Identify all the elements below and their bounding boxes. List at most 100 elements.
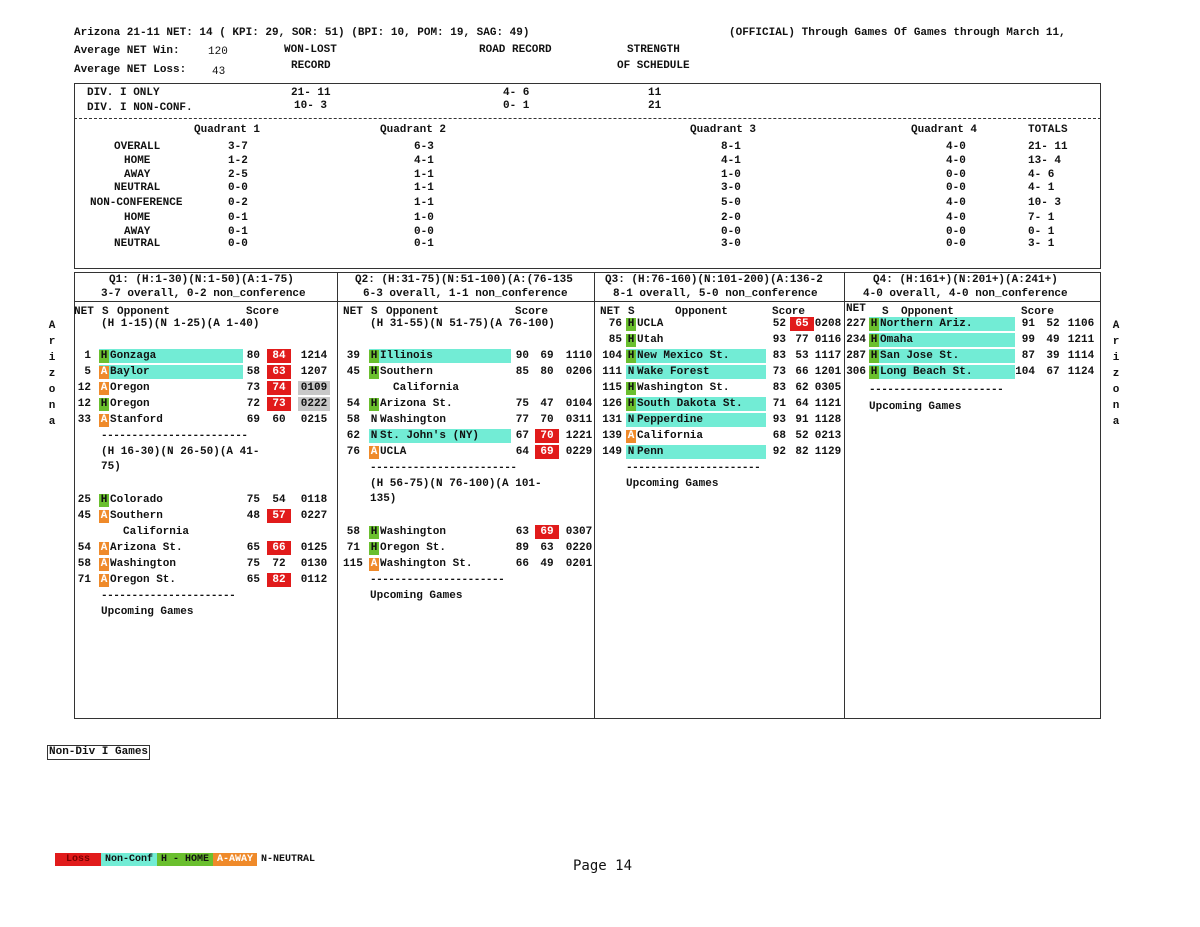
- site-badge: H: [869, 334, 879, 347]
- legend-nonconf: Non-Conf: [101, 853, 158, 866]
- opponent-net-rank: 12: [77, 382, 91, 394]
- game-row: 45 A Southern 48 57 0227: [74, 509, 336, 523]
- non-div-games-label: Non-Div I Games: [47, 745, 151, 760]
- quad-record-row: NEUTRAL 0-0 0-1 3-0 0-0 3- 1: [0, 237, 1200, 251]
- opponent-net-rank: 131: [602, 414, 622, 426]
- site-cell: H: [369, 365, 379, 379]
- side-letter: A: [48, 320, 56, 332]
- game-date: 1106: [1067, 318, 1095, 330]
- q2-title: Q2: (H:31-75)(N:51-100)(A:(76-135: [355, 274, 573, 286]
- site-cell: A: [99, 541, 109, 555]
- quad-cell-q1: 0-0: [228, 182, 248, 194]
- site-cell: H: [369, 541, 379, 555]
- game-row: 85 H Utah 93 77 0116: [600, 333, 844, 347]
- q4-summary: 4-0 overall, 4-0 non_conference: [863, 288, 1068, 300]
- q2-column-header: NET S Opponent Score: [343, 305, 593, 319]
- nonconf-highlight: [869, 365, 1015, 379]
- game-date: 1114: [1067, 350, 1095, 362]
- site-cell: N: [626, 445, 636, 459]
- opponent-name: Washington: [110, 558, 177, 570]
- q1-summary: 3-7 overall, 0-2 non_conference: [101, 288, 306, 300]
- opponent-score-loss: 82: [267, 573, 291, 587]
- opponent-net-rank: 39: [346, 350, 360, 362]
- opponent-net-rank: 234: [846, 334, 866, 346]
- quad-cell-q1: 2-5: [228, 169, 248, 181]
- avg-net-loss-value: 43: [212, 66, 226, 78]
- site-badge: H: [626, 382, 636, 395]
- team-score: 75: [246, 494, 260, 506]
- page-number: Page 14: [573, 858, 633, 874]
- site-badge: H: [869, 350, 879, 363]
- quad-cell-q1: 0-2: [228, 197, 248, 209]
- opponent-net-rank: 58: [77, 558, 91, 570]
- quad-cell-q3: 3-0: [721, 238, 741, 250]
- q3-summary: 8-1 overall, 5-0 non_conference: [613, 288, 818, 300]
- quad-cell-label: HOME: [124, 212, 151, 224]
- site-cell: H: [99, 493, 109, 507]
- opponent-score-loss: 69: [535, 525, 559, 539]
- net-header: NET: [74, 306, 94, 318]
- opponent-net-rank: 111: [602, 366, 622, 378]
- opponent-score: 82: [795, 446, 809, 458]
- opponent-score: 62: [795, 382, 809, 394]
- game-row: 104 H New Mexico St. 83 53 1117: [600, 349, 844, 363]
- game-date: 0206: [565, 366, 593, 378]
- team-score: 75: [246, 558, 260, 570]
- quad-cell-q4: 4-0: [946, 197, 966, 209]
- quad-cell-label: NEUTRAL: [114, 238, 161, 250]
- site-cell: A: [99, 573, 109, 587]
- game-date: 0311: [565, 414, 593, 426]
- score-header: Score: [515, 306, 549, 318]
- nonconf-sos: 21: [648, 100, 662, 112]
- opponent-name: Stanford: [110, 414, 163, 426]
- quad-record-row: NON-CONFERENCE 0-2 1-1 5-0 4-0 10- 3: [0, 196, 1200, 210]
- site-badge: H: [369, 366, 379, 379]
- opponent-net-rank: 54: [77, 542, 91, 554]
- divider: [74, 301, 1101, 302]
- opponent-score: 63: [540, 542, 554, 554]
- opponent-name: Southern: [110, 510, 163, 522]
- q1-title: Q1: (H:1-30)(N:1-50)(A:1-75): [109, 274, 294, 286]
- opponent-score-loss: 74: [267, 381, 291, 395]
- quad-header-totals: TOTALS: [1028, 124, 1068, 136]
- q1-separator: ----------------------: [101, 590, 236, 602]
- game-date: 0201: [565, 558, 593, 570]
- team-score: 48: [246, 510, 260, 522]
- team-summary-line: Arizona 21-11 NET: 14 ( KPI: 29, SOR: 51…: [74, 27, 530, 39]
- team-score: 65: [246, 542, 260, 554]
- net-header: NET: [846, 303, 866, 315]
- legend-away: A-AWAY: [213, 853, 258, 866]
- quad-cell-total: 21- 11: [1028, 141, 1068, 153]
- opponent-name-cont: California: [123, 526, 190, 538]
- team-score: 93: [772, 414, 786, 426]
- quad-cell-q1: 1-2: [228, 155, 248, 167]
- site-cell: H: [626, 397, 636, 411]
- quad-cell-q1: 0-0: [228, 238, 248, 250]
- team-score: 80: [246, 350, 260, 362]
- quad-cell-label: AWAY: [124, 226, 151, 238]
- team-score: 58: [246, 366, 260, 378]
- side-letter: n: [48, 400, 56, 412]
- opponent-score: 49: [1046, 334, 1060, 346]
- opponent-name: Washington St.: [637, 382, 730, 394]
- div1-only-label: DIV. I ONLY: [87, 87, 160, 99]
- team-score: 66: [515, 558, 529, 570]
- nonconf-road-record: 0- 1: [503, 100, 530, 112]
- opponent-name: Arizona St.: [110, 542, 183, 554]
- quad-record-row: HOME 1-2 4-1 4-1 4-0 13- 4: [0, 154, 1200, 168]
- site-badge: H: [369, 526, 379, 539]
- q3-title: Q3: (H:76-160)(N:101-200)(A:136-2: [605, 274, 823, 286]
- nonconf-highlight: [626, 349, 766, 363]
- site-badge: N: [627, 414, 635, 426]
- game-row: 58 A Washington 75 72 0130: [74, 557, 336, 571]
- site-badge: N: [370, 414, 378, 426]
- opponent-name: Arizona St.: [380, 398, 453, 410]
- team-score: 68: [772, 430, 786, 442]
- quad-cell-q2: 4-1: [414, 155, 434, 167]
- opponent-net-rank: 33: [77, 414, 91, 426]
- q2-summary: 6-3 overall, 1-1 non_conference: [363, 288, 568, 300]
- team-score: 67: [515, 430, 529, 442]
- site-badge: A: [99, 414, 109, 427]
- site-cell: A: [99, 557, 109, 571]
